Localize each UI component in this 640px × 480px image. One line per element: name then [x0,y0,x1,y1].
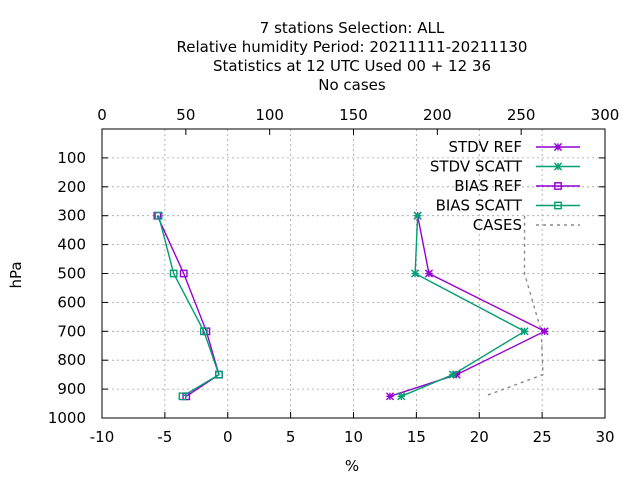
series-point [411,269,420,278]
title-line-1: Relative humidity Period: 20211111-20211… [177,38,528,56]
y-tick-label: 800 [57,351,86,369]
y-tick-label: 300 [57,207,86,225]
legend-label: BIAS REF [454,177,522,195]
legend-label: STDV SCATT [430,158,523,176]
series-point [520,327,529,336]
series-point [178,392,187,401]
series-point [169,269,178,278]
y-tick-label: 700 [57,322,86,340]
series-line-1 [401,215,526,397]
title-line-2: Statistics at 12 UTC Used 00 + 12 36 [213,57,491,75]
x2-axis-tick-labels: 0 50 100 150 200 250 300 [97,106,619,124]
x-tick-label: 5 [286,428,296,446]
legend-marker [554,201,562,210]
data-series [153,211,549,401]
title-line-0: 7 stations Selection: ALL [260,19,445,37]
series-point [424,269,434,278]
y-tick-label: 900 [57,380,86,398]
series-line-0 [389,215,547,397]
legend-marker [553,142,563,152]
axis-ticks [101,129,606,419]
series-point [179,269,188,278]
series-line-4 [484,215,544,397]
series-point [397,392,406,401]
x2-tick-label: 150 [339,106,368,124]
series-point [448,370,457,379]
x2-tick-label: 200 [423,106,452,124]
x-tick-label: 10 [344,428,363,446]
x-tick-label: -10 [90,428,115,446]
x-tick-label: 15 [407,428,426,446]
series-point [413,211,422,220]
series-point [385,392,395,401]
title-line-3: No cases [318,76,386,94]
y-tick-label: 500 [57,265,86,283]
x2-tick-label: 100 [255,106,284,124]
x-axis-label: % [345,457,359,475]
series-line-3 [157,215,220,397]
y-tick-label: 200 [57,178,86,196]
x2-tick-label: 300 [591,106,620,124]
x2-tick-label: 50 [176,106,195,124]
y-axis-label: hPa [7,261,25,288]
legend-marker [553,162,563,171]
x-tick-label: 25 [533,428,552,446]
x2-tick-label: 250 [507,106,536,124]
y-tick-label: 400 [57,236,86,254]
legend-marker [554,182,562,190]
series-point [215,370,223,379]
series-point [154,211,163,220]
x-tick-label: 0 [223,428,233,446]
legend-label: BIAS SCATT [436,197,523,215]
x2-tick-label: 0 [97,106,107,124]
x-tick-label: 20 [470,428,489,446]
y-tick-label: 100 [57,149,86,167]
series-point [199,327,208,336]
series-point [540,327,549,336]
x-axis-tick-labels: -10 -5 0 5 10 15 20 25 30 [90,428,615,446]
legend-label: CASES [473,216,522,234]
y-tick-label: 1000 [48,409,86,427]
x-tick-label: -5 [157,428,172,446]
legend-label: STDV REF [448,138,522,156]
series-line-2 [156,215,220,397]
y-axis-tick-labels: 100 200 300 400 500 600 700 800 900 1000 [48,149,86,427]
x-tick-label: 30 [595,428,614,446]
y-tick-label: 600 [57,293,86,311]
